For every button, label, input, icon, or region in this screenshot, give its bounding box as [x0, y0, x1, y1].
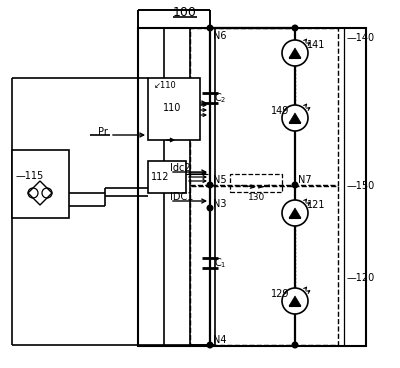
- Circle shape: [292, 342, 298, 348]
- Text: 141: 141: [307, 40, 325, 50]
- Circle shape: [207, 342, 213, 348]
- Text: C$_1$: C$_1$: [214, 256, 226, 270]
- Text: 121: 121: [307, 200, 326, 210]
- Text: —120: —120: [347, 273, 375, 283]
- Bar: [148, 161, 186, 193]
- Text: N7: N7: [298, 175, 312, 185]
- Text: N6: N6: [213, 31, 226, 41]
- Text: —115: —115: [16, 171, 44, 181]
- Text: —140: —140: [347, 33, 375, 43]
- Circle shape: [282, 40, 308, 66]
- Text: N5: N5: [213, 175, 227, 185]
- Text: Idc2: Idc2: [170, 163, 191, 173]
- Circle shape: [207, 182, 213, 188]
- Text: C$_2$: C$_2$: [214, 91, 226, 105]
- Circle shape: [282, 105, 308, 131]
- Text: 112: 112: [151, 172, 169, 182]
- Text: Pr: Pr: [98, 127, 108, 137]
- Text: 130: 130: [248, 192, 265, 202]
- Text: IDC1: IDC1: [170, 192, 193, 202]
- Circle shape: [292, 25, 298, 31]
- Bar: [190, 28, 338, 185]
- Text: ↙110: ↙110: [154, 81, 177, 91]
- Bar: [148, 78, 200, 140]
- Text: 100: 100: [173, 6, 197, 18]
- Circle shape: [207, 25, 213, 31]
- Bar: [12, 150, 69, 218]
- Polygon shape: [289, 208, 301, 218]
- Polygon shape: [289, 48, 301, 58]
- Circle shape: [282, 200, 308, 226]
- Circle shape: [207, 205, 213, 211]
- Text: —150: —150: [347, 181, 375, 191]
- Text: 149: 149: [271, 106, 289, 116]
- Polygon shape: [289, 113, 301, 123]
- Text: 129: 129: [271, 289, 290, 299]
- Text: N3: N3: [213, 199, 226, 209]
- Bar: [138, 28, 366, 346]
- Polygon shape: [289, 296, 301, 306]
- Bar: [190, 186, 338, 345]
- Bar: [230, 174, 282, 192]
- Circle shape: [292, 182, 298, 188]
- Text: 110: 110: [163, 103, 181, 113]
- Text: N4: N4: [213, 335, 226, 345]
- Bar: [190, 28, 215, 345]
- Circle shape: [282, 288, 308, 314]
